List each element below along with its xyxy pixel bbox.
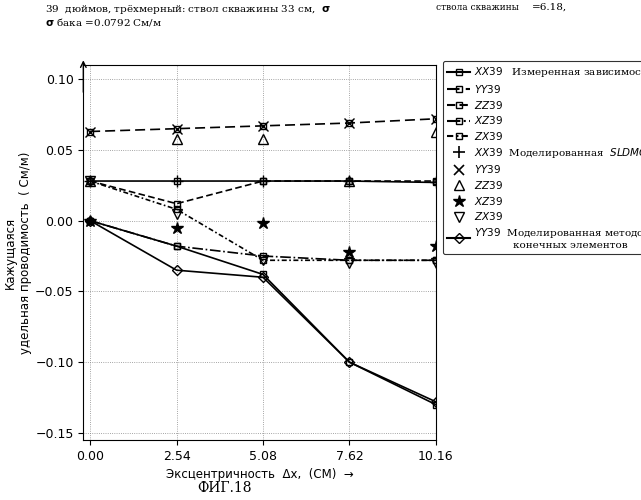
Text: ФИГ.18: ФИГ.18: [197, 481, 252, 495]
Text: $\mathbf{\sigma}$ бака =0.0792 См/м: $\mathbf{\sigma}$ бака =0.0792 См/м: [45, 16, 162, 28]
Y-axis label: Кажущаяся
удельная проводимость  ( См/м): Кажущаяся удельная проводимость ( См/м): [4, 152, 32, 354]
Text: ствола скважины: ствола скважины: [436, 2, 519, 12]
Text: =6.18,: =6.18,: [532, 2, 567, 12]
X-axis label: Эксцентричность  Δx,  (СМ)  →: Эксцентричность Δx, (СМ) →: [166, 468, 353, 481]
Text: 39  дюймов, трёхмерный: ствол скважины 33 см,  $\mathbf{\sigma}$: 39 дюймов, трёхмерный: ствол скважины 33…: [45, 2, 331, 16]
Legend: $\mathit{XX39}$   Измеренная зависимость, $\mathit{YY39}$, $\mathit{ZZ39}$, $\ma: $\mathit{XX39}$ Измеренная зависимость, …: [443, 61, 641, 254]
